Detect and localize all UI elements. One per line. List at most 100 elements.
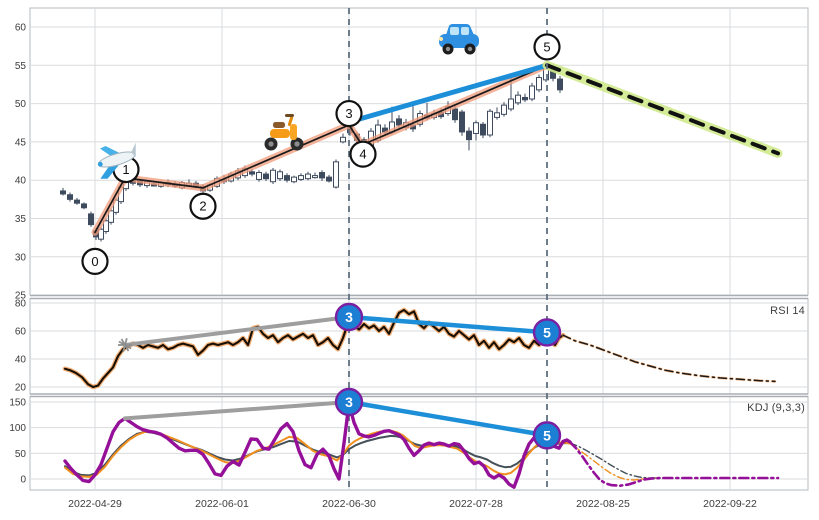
wave-number: 5 <box>543 39 550 54</box>
wave-label-5 <box>533 33 561 61</box>
wave-number: 3 <box>345 106 352 121</box>
candle <box>67 192 73 202</box>
candle <box>312 172 318 179</box>
marker-circle <box>532 421 562 450</box>
candle-body <box>319 172 325 179</box>
wave-circle <box>533 33 561 61</box>
candle-body <box>263 173 269 180</box>
xtick-label: 2022-06-30 <box>322 498 376 510</box>
wave-circle <box>335 99 363 128</box>
rsi-series <box>62 307 777 390</box>
candle-body <box>270 169 276 183</box>
candle-body <box>508 98 514 110</box>
candle <box>473 120 479 141</box>
star-line <box>122 338 128 352</box>
candle-body <box>340 136 346 143</box>
wave-label-0 <box>81 247 109 275</box>
candle <box>536 74 542 93</box>
wave-circle <box>349 140 377 168</box>
candle <box>494 107 500 120</box>
candle-body <box>333 161 339 188</box>
candle-body <box>298 175 304 180</box>
candle-body <box>396 118 402 126</box>
wave-circle <box>189 192 217 220</box>
candle <box>263 171 269 181</box>
rsi-star-marker <box>118 338 132 352</box>
candle <box>256 170 262 182</box>
candle <box>291 175 297 184</box>
candle-body <box>67 194 73 200</box>
xtick-label: 2022-07-28 <box>449 498 503 510</box>
kdj-marker-5 <box>532 421 562 450</box>
ytick-label: 55 <box>15 61 27 72</box>
kdj-j-line <box>63 401 572 489</box>
candle-body <box>277 171 283 180</box>
candle <box>298 173 304 181</box>
candle <box>108 208 114 225</box>
ytick-label: 80 <box>15 299 27 310</box>
candle <box>340 133 346 144</box>
candle-body <box>108 210 114 223</box>
rsi-marker-5 <box>532 318 562 347</box>
marker-circle <box>334 387 364 417</box>
candle <box>319 170 325 181</box>
candle <box>81 202 87 210</box>
candle <box>515 91 521 106</box>
ytick-label: 50 <box>15 449 27 460</box>
candle-body <box>473 122 479 134</box>
candle <box>284 173 290 183</box>
xtick-label: 2022-09-22 <box>703 498 757 510</box>
kdj-series <box>63 399 780 489</box>
kdj-panel <box>29 396 809 491</box>
candle-body <box>60 190 66 195</box>
candle <box>459 109 465 136</box>
wave-number: 4 <box>359 147 366 162</box>
xtick-label: 2022-06-01 <box>195 498 249 510</box>
candle <box>305 171 311 181</box>
wave-number: 2 <box>199 199 206 214</box>
marker-circle <box>532 318 562 347</box>
candle <box>270 167 276 185</box>
price-series <box>60 60 783 242</box>
marker-number: 3 <box>345 394 353 410</box>
wave-number: 0 <box>91 254 98 269</box>
candle <box>333 159 339 189</box>
wave-circle <box>81 247 109 275</box>
candle <box>74 197 80 205</box>
ytick-label: 20 <box>15 383 27 394</box>
kdj-marker-3 <box>334 387 364 417</box>
ytick-label: 150 <box>9 398 26 409</box>
ytick-label: 60 <box>15 23 27 34</box>
candle-body <box>501 104 507 115</box>
ytick-label: 45 <box>15 137 27 148</box>
candle-body <box>98 228 104 240</box>
candle-body <box>291 176 297 183</box>
candle-body <box>81 203 87 209</box>
price-blue-trendline <box>346 62 550 125</box>
kdj-blue-trendline <box>346 399 550 438</box>
rsi-forecast-line <box>562 334 776 383</box>
candle-body <box>522 96 528 101</box>
candle-body <box>459 111 465 133</box>
candle-body <box>284 175 290 181</box>
ytick-label: 40 <box>15 176 27 187</box>
candle-body <box>487 110 493 136</box>
candle <box>522 93 528 103</box>
marker-number: 5 <box>543 324 551 340</box>
candle-body <box>536 77 542 91</box>
car-icon <box>436 20 482 63</box>
candle-body <box>103 220 109 233</box>
candle-body <box>256 172 262 180</box>
candle-body <box>480 123 486 136</box>
wave-number: 1 <box>122 162 129 177</box>
price-panel <box>29 7 809 296</box>
ytick-label: 0 <box>20 475 26 486</box>
candle-body <box>494 112 500 118</box>
candle <box>60 187 66 196</box>
rsi-gray-trendline <box>123 315 351 347</box>
candle <box>501 102 507 117</box>
candle <box>98 226 104 242</box>
candle-body <box>326 176 332 182</box>
rsi-marker-3 <box>334 302 364 332</box>
